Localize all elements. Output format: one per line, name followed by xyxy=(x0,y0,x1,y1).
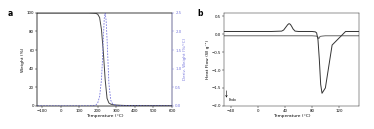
Text: Endo: Endo xyxy=(229,98,236,102)
Text: a: a xyxy=(8,9,13,18)
Y-axis label: Deriv. Weight (%/°C): Deriv. Weight (%/°C) xyxy=(183,38,187,80)
Y-axis label: Heat Flow (W g⁻¹): Heat Flow (W g⁻¹) xyxy=(206,40,210,79)
Y-axis label: Weight (%): Weight (%) xyxy=(21,47,25,71)
Text: b: b xyxy=(197,9,203,18)
X-axis label: Temperature (°C): Temperature (°C) xyxy=(273,114,310,118)
X-axis label: Temperature (°C): Temperature (°C) xyxy=(86,114,123,118)
